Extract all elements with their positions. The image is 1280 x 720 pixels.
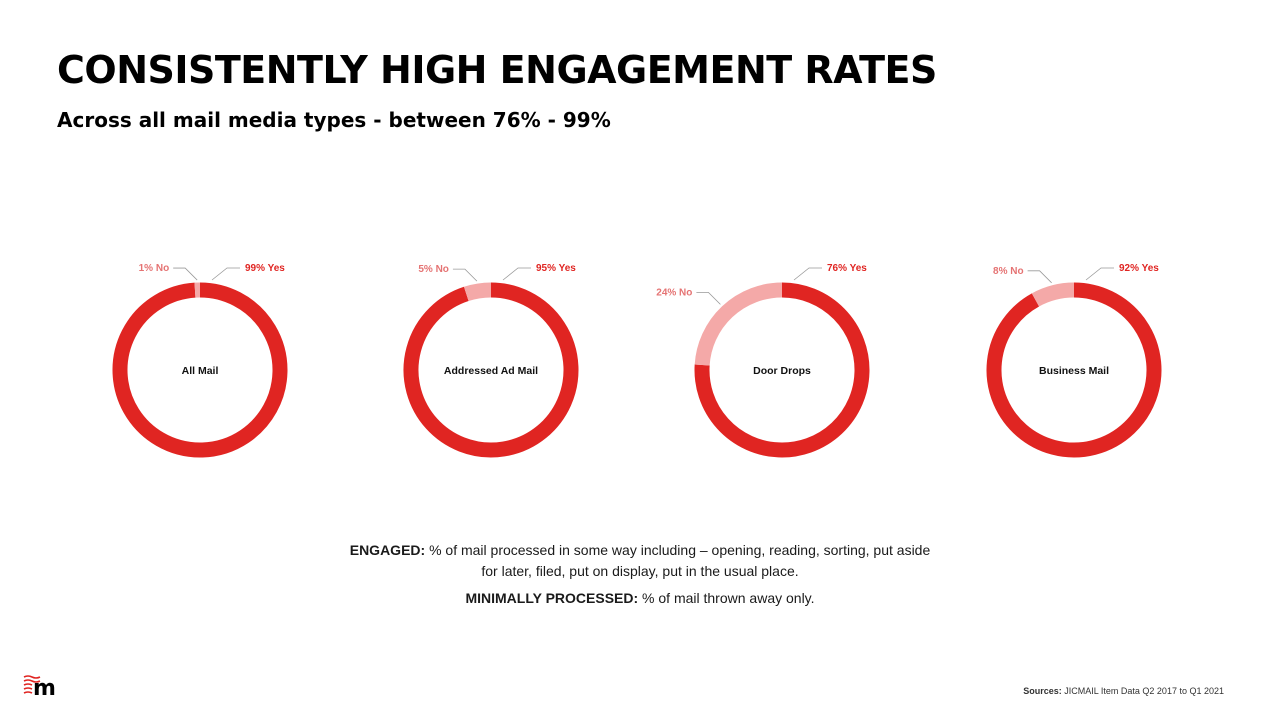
donut-chart-3: Door Drops 76% Yes 24% No (656, 263, 870, 458)
sources-text: JICMAIL Item Data Q2 2017 to Q1 2021 (1061, 686, 1224, 696)
minimal-text: % of mail thrown away only. (638, 590, 815, 606)
center-label: Addressed Ad Mail (444, 365, 538, 377)
slice-yes (694, 282, 870, 458)
slice-no (463, 282, 492, 302)
data-label-yes: 92% Yes (1119, 263, 1159, 274)
leader-yes (211, 267, 240, 281)
leader-yes (502, 267, 531, 281)
logo-letter: m (33, 676, 56, 698)
minimal-term: MINIMALLY PROCESSED: (465, 590, 639, 606)
leader-yes (1085, 267, 1114, 281)
donut-chart-2: Addressed Ad Mail 95% Yes 5% No (403, 263, 579, 458)
donut-chart-1: All Mail 99% Yes 1% No (112, 263, 288, 458)
sources-note: Sources: JICMAIL Item Data Q2 2017 to Q1… (1023, 686, 1224, 696)
engaged-term: ENGAGED: (349, 542, 426, 558)
center-label: Business Mail (1039, 365, 1109, 377)
definitions-notes: ENGAGED: % of mail processed in some way… (340, 540, 940, 609)
engaged-text: % of mail processed in some way includin… (425, 542, 931, 579)
slice-no (694, 282, 783, 366)
donut-chart-4: Business Mail 92% Yes 8% No (986, 263, 1162, 458)
data-label-no: 8% No (993, 266, 1024, 277)
page-title: CONSISTENTLY HIGH ENGAGEMENT RATES (57, 48, 937, 92)
leader-no (1027, 270, 1052, 284)
engaged-definition: ENGAGED: % of mail processed in some way… (340, 540, 940, 582)
data-label-no: 5% No (418, 264, 449, 275)
data-label-yes: 76% Yes (827, 263, 867, 274)
data-label-yes: 99% Yes (245, 263, 285, 274)
leader-no (452, 268, 478, 282)
leader-yes (793, 267, 822, 281)
center-label: Door Drops (753, 365, 811, 377)
center-label: All Mail (182, 365, 219, 377)
sources-label: Sources: (1023, 686, 1062, 696)
slice-yes (986, 282, 1162, 458)
leader-no (696, 291, 721, 305)
donut-charts: All Mail 99% Yes 1% No Addressed Ad Mail 95%… (112, 263, 1162, 458)
brand-logo-icon: m (23, 675, 56, 698)
minimal-definition: MINIMALLY PROCESSED: % of mail thrown aw… (340, 588, 940, 609)
slice-no (1031, 282, 1075, 307)
leader-no (173, 267, 198, 281)
slice-yes (112, 282, 288, 458)
data-label-yes: 95% Yes (536, 263, 576, 274)
data-label-no: 1% No (139, 263, 170, 274)
data-label-no: 24% No (656, 287, 692, 298)
page-subtitle: Across all mail media types - between 76… (57, 108, 611, 132)
slice-yes (403, 282, 579, 458)
